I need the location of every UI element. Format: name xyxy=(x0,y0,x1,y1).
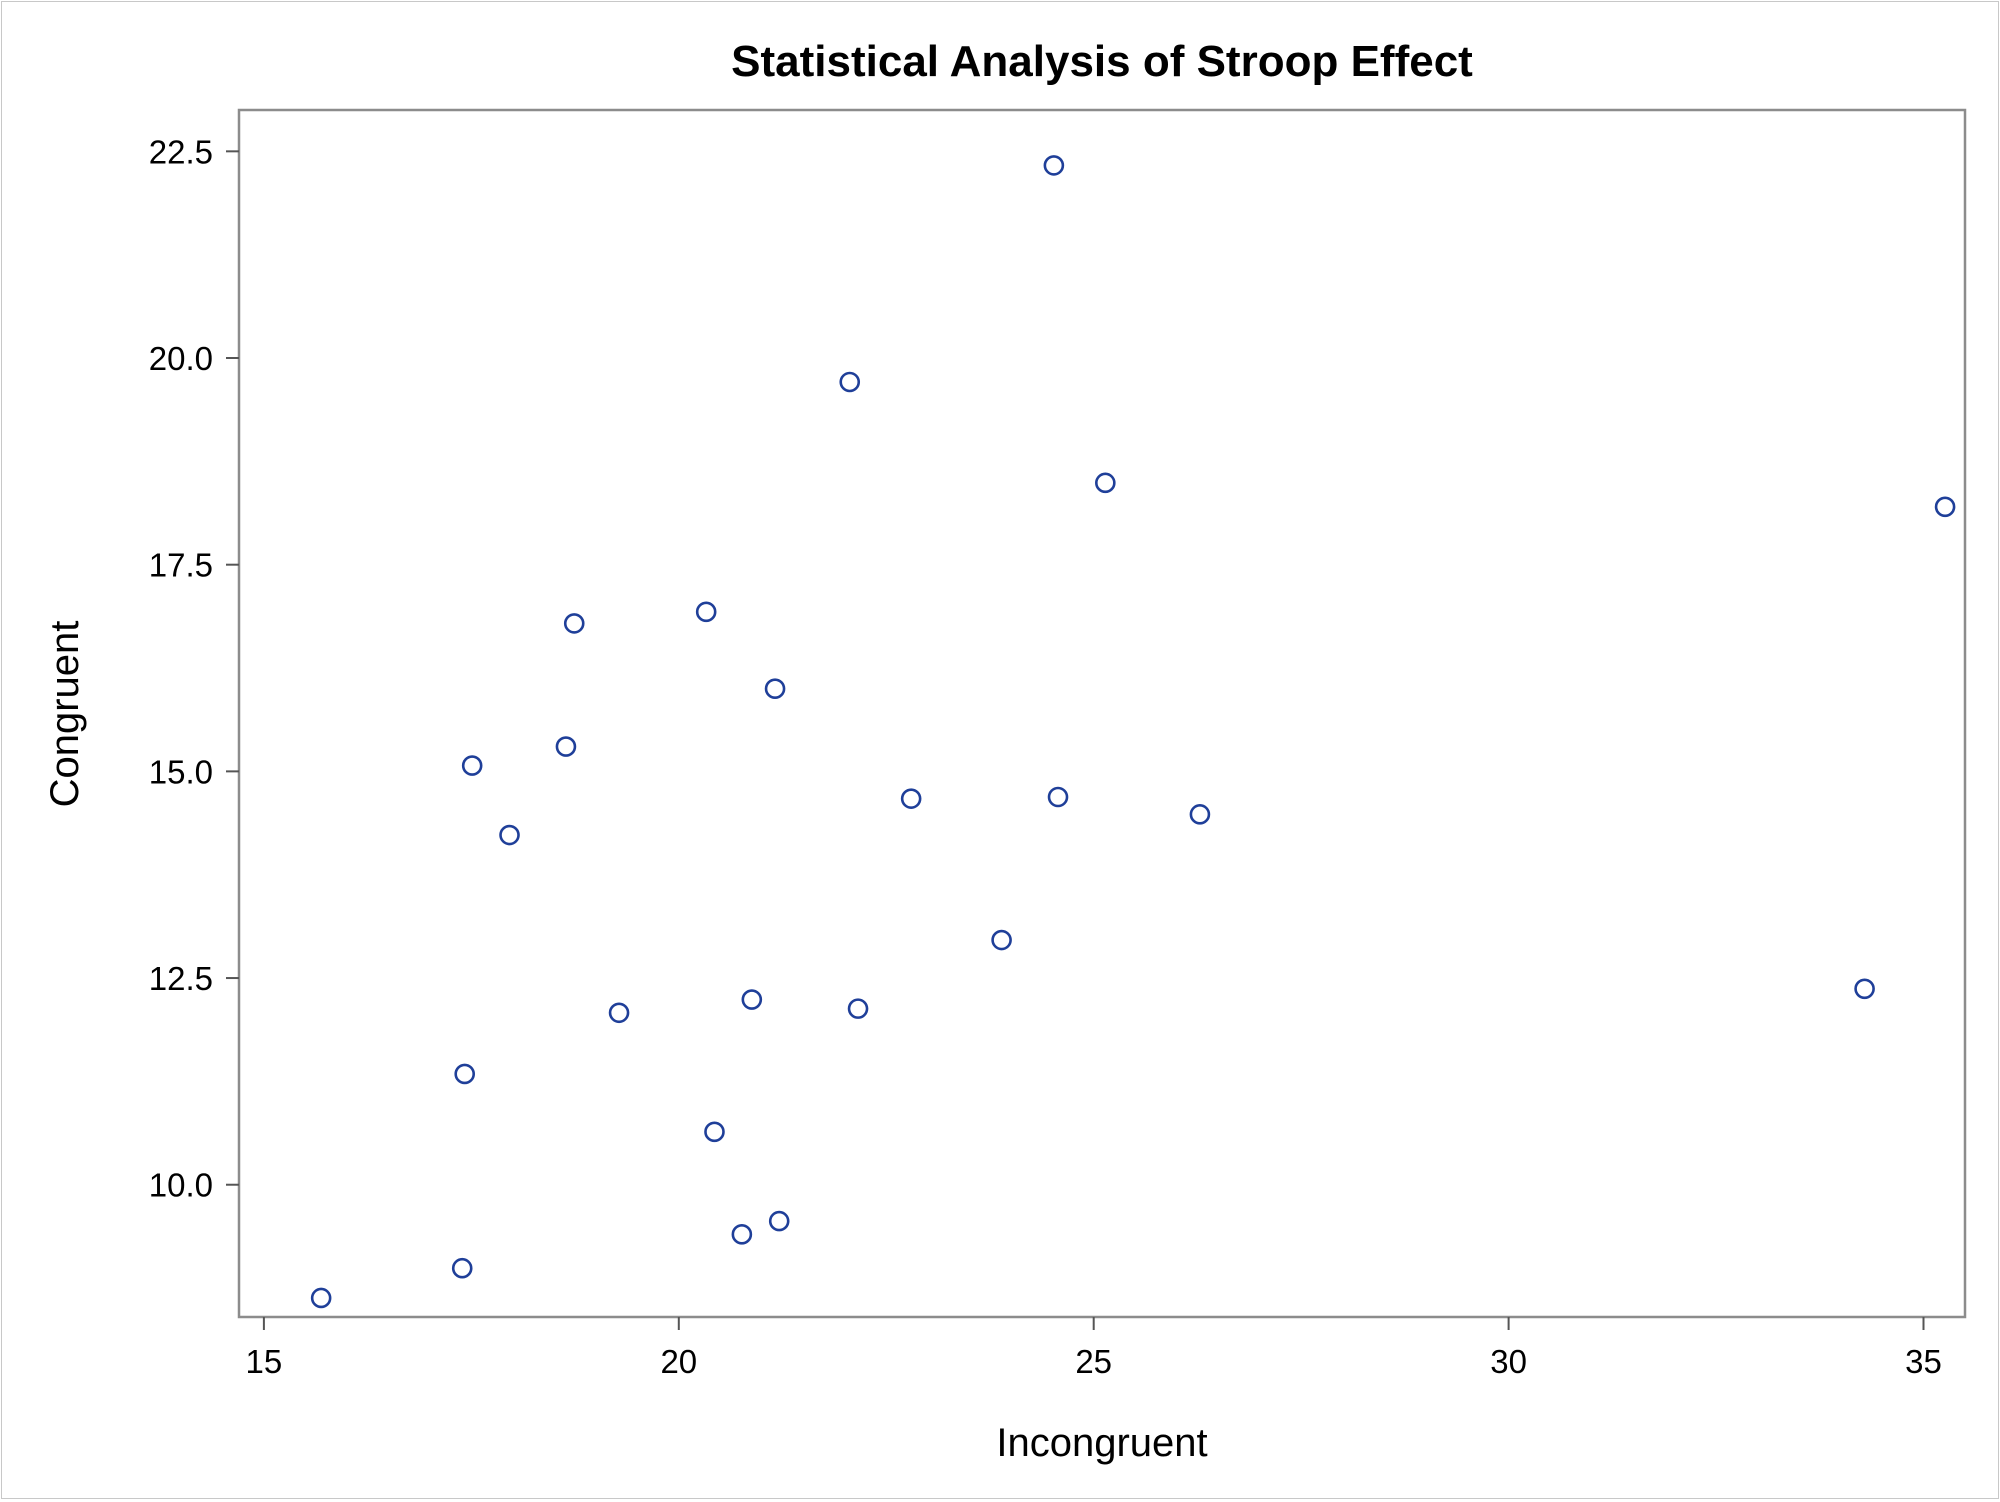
data-point xyxy=(900,788,922,809)
x-axis: 15 20 25 30 35 xyxy=(246,1317,1942,1380)
x-tick-label: 15 xyxy=(246,1343,283,1380)
x-tick-label: 35 xyxy=(1905,1343,1942,1380)
data-point xyxy=(451,1257,473,1279)
x-tick-label: 25 xyxy=(1075,1343,1112,1380)
data-point xyxy=(847,998,869,1019)
data-point xyxy=(741,989,763,1010)
y-tick-label: 20.0 xyxy=(149,340,213,377)
data-point xyxy=(555,736,577,757)
data-point xyxy=(1854,978,1875,1000)
data-point xyxy=(704,1121,725,1143)
y-tick-label: 17.5 xyxy=(149,547,213,584)
y-tick-label: 10.0 xyxy=(149,1167,213,1204)
x-tick-label: 30 xyxy=(1490,1343,1527,1380)
data-point xyxy=(1189,804,1211,825)
data-point xyxy=(839,371,861,393)
plot-area xyxy=(237,108,1967,1319)
data-point xyxy=(608,1002,630,1024)
y-axis-label: Congruent xyxy=(43,621,87,808)
data-point xyxy=(991,929,1012,951)
data-point xyxy=(1934,496,1956,518)
y-tick-label: 22.5 xyxy=(149,133,213,170)
y-axis: 10.0 12.5 15.0 17.5 20.0 22.5 xyxy=(149,133,239,1204)
data-point xyxy=(768,1210,790,1232)
y-tick-label: 12.5 xyxy=(149,960,213,997)
data-point xyxy=(563,613,585,634)
data-point xyxy=(764,678,786,699)
data-points xyxy=(310,155,1956,1309)
x-axis-label: Incongruent xyxy=(996,1421,1207,1465)
data-point xyxy=(731,1224,753,1245)
data-point xyxy=(499,824,520,846)
data-point xyxy=(310,1287,332,1309)
data-point xyxy=(695,601,717,623)
data-point xyxy=(1095,472,1116,494)
chart-title: Statistical Analysis of Stroop Effect xyxy=(731,37,1473,86)
data-point xyxy=(1047,786,1069,808)
x-tick-label: 20 xyxy=(660,1343,697,1380)
data-point xyxy=(454,1063,476,1085)
data-point xyxy=(461,755,483,776)
y-tick-label: 15.0 xyxy=(149,753,213,790)
data-point xyxy=(1043,155,1065,176)
